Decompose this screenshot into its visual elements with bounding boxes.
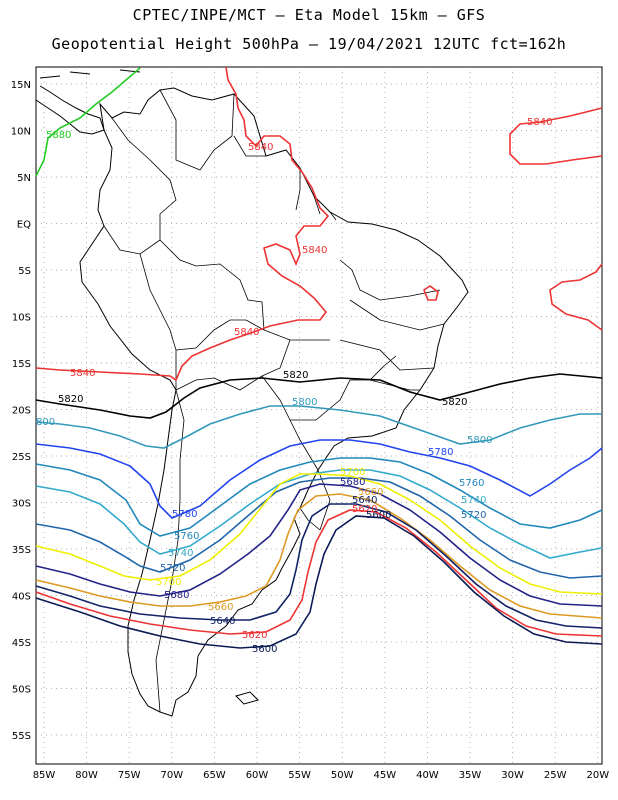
contour-5800 bbox=[35, 405, 602, 449]
lat-tick-label: 30S bbox=[12, 499, 31, 510]
contour-5600 bbox=[35, 515, 603, 649]
lon-tick-label: 55W bbox=[288, 770, 311, 781]
lat-tick-label: 35S bbox=[12, 545, 31, 556]
label-5720-a: 5720 bbox=[461, 510, 486, 521]
contour-5720 bbox=[35, 477, 603, 579]
label-5640-b: 5640 bbox=[210, 616, 235, 627]
contour-5840-north bbox=[35, 66, 330, 382]
contour-5840-small bbox=[423, 285, 439, 301]
map-title: CPTEC/INPE/MCT – Eta Model 15km – GFS bbox=[132, 6, 486, 24]
label-5740-b: 5740 bbox=[168, 548, 193, 559]
label-5780-b: 5780 bbox=[172, 509, 197, 520]
label-5800-a: 800 bbox=[36, 417, 55, 428]
label-5800-c: 5800 bbox=[467, 435, 492, 446]
contour-5700 bbox=[35, 473, 603, 595]
central-america-coastline bbox=[35, 85, 105, 135]
lat-tick-label: 45S bbox=[12, 638, 31, 649]
lon-tick-label: 80W bbox=[75, 770, 98, 781]
contour-5640 bbox=[35, 503, 603, 629]
country-borders bbox=[103, 89, 445, 713]
contour-5620 bbox=[35, 509, 603, 637]
label-5620-a: 5620 bbox=[352, 504, 377, 515]
lat-tick-label: EQ bbox=[17, 220, 31, 231]
lon-tick-label: 70W bbox=[160, 770, 183, 781]
contour-5880 bbox=[35, 67, 141, 177]
label-5600-b: 5600 bbox=[252, 644, 277, 655]
lon-tick-label: 60W bbox=[246, 770, 269, 781]
lat-tick-label: 5S bbox=[18, 266, 31, 277]
contour-5660 bbox=[35, 493, 603, 619]
label-5840-d: 5840 bbox=[234, 327, 259, 338]
lon-tick-label: 45W bbox=[373, 770, 396, 781]
label-5840-e: 5840 bbox=[70, 368, 95, 379]
contour-5840-east bbox=[509, 107, 603, 165]
label-5660-b: 5660 bbox=[208, 602, 233, 613]
graticule bbox=[36, 67, 602, 764]
lat-tick-label: 15S bbox=[12, 359, 31, 370]
label-5820-c: 5820 bbox=[442, 397, 467, 408]
label-5760-b: 5760 bbox=[174, 531, 199, 542]
lat-tick-label: 15N bbox=[11, 80, 31, 91]
lon-tick-label: 30W bbox=[501, 770, 524, 781]
label-5840-a: 5840 bbox=[248, 142, 273, 153]
lon-tick-label: 20W bbox=[586, 770, 609, 781]
contour-5760 bbox=[35, 457, 603, 537]
label-5840-c: 5840 bbox=[527, 117, 552, 128]
label-5620-b: 5620 bbox=[242, 630, 267, 641]
map-frame bbox=[35, 66, 603, 765]
label-5740-a: 5740 bbox=[461, 495, 486, 506]
label-5680-b: 5680 bbox=[164, 590, 189, 601]
label-5820-a: 5820 bbox=[58, 394, 83, 405]
lon-tick-label: 25W bbox=[544, 770, 567, 781]
label-5760-a: 5760 bbox=[459, 478, 484, 489]
lon-tick-label: 85W bbox=[33, 770, 56, 781]
lon-tick-label: 75W bbox=[118, 770, 141, 781]
axis-labels: 15N 10N 5N EQ 5S 10S 15S 20S 25S 30S 35S 40S 45S 50S 5… bbox=[11, 80, 609, 781]
lat-tick-label: 20S bbox=[12, 406, 31, 417]
lat-tick-label: 10S bbox=[12, 313, 31, 324]
label-5640-a: 5640 bbox=[352, 495, 377, 506]
label-5780-a: 5780 bbox=[428, 447, 453, 458]
caribbean-islands bbox=[39, 69, 141, 79]
label-5720-b: 5720 bbox=[160, 563, 185, 574]
contour-5740 bbox=[35, 469, 603, 559]
contour-5820 bbox=[35, 373, 603, 419]
label-5820-b: 5820 bbox=[283, 370, 308, 381]
lon-tick-label: 35W bbox=[459, 770, 482, 781]
label-5700-a: 5700 bbox=[340, 467, 365, 478]
label-5660-a: 5660 bbox=[358, 487, 383, 498]
label-5600-a: 5600 bbox=[366, 510, 391, 521]
lon-tick-label: 40W bbox=[416, 770, 439, 781]
lat-tick-label: 5N bbox=[17, 173, 31, 184]
label-5680-a: 5680 bbox=[340, 477, 365, 488]
label-5840-b: 5840 bbox=[302, 245, 327, 256]
contour-5780 bbox=[35, 439, 603, 519]
lat-tick-label: 40S bbox=[12, 592, 31, 603]
lat-tick-label: 25S bbox=[12, 452, 31, 463]
contour-layer bbox=[35, 66, 603, 649]
lat-tick-label: 55S bbox=[12, 731, 31, 742]
lat-tick-label: 10N bbox=[11, 127, 31, 138]
lat-tick-label: 50S bbox=[12, 685, 31, 696]
lon-tick-label: 50W bbox=[331, 770, 354, 781]
map-subtitle: Geopotential Height 500hPa – 19/04/2021 … bbox=[51, 35, 567, 53]
label-5700-b: 5700 bbox=[156, 577, 181, 588]
contour-5840-east2 bbox=[549, 263, 603, 331]
label-5800-b: 5800 bbox=[292, 397, 317, 408]
falkland-islands bbox=[235, 691, 259, 705]
contour-5680 bbox=[35, 483, 603, 607]
label-5880: 5880 bbox=[46, 130, 71, 141]
lon-tick-label: 65W bbox=[203, 770, 226, 781]
